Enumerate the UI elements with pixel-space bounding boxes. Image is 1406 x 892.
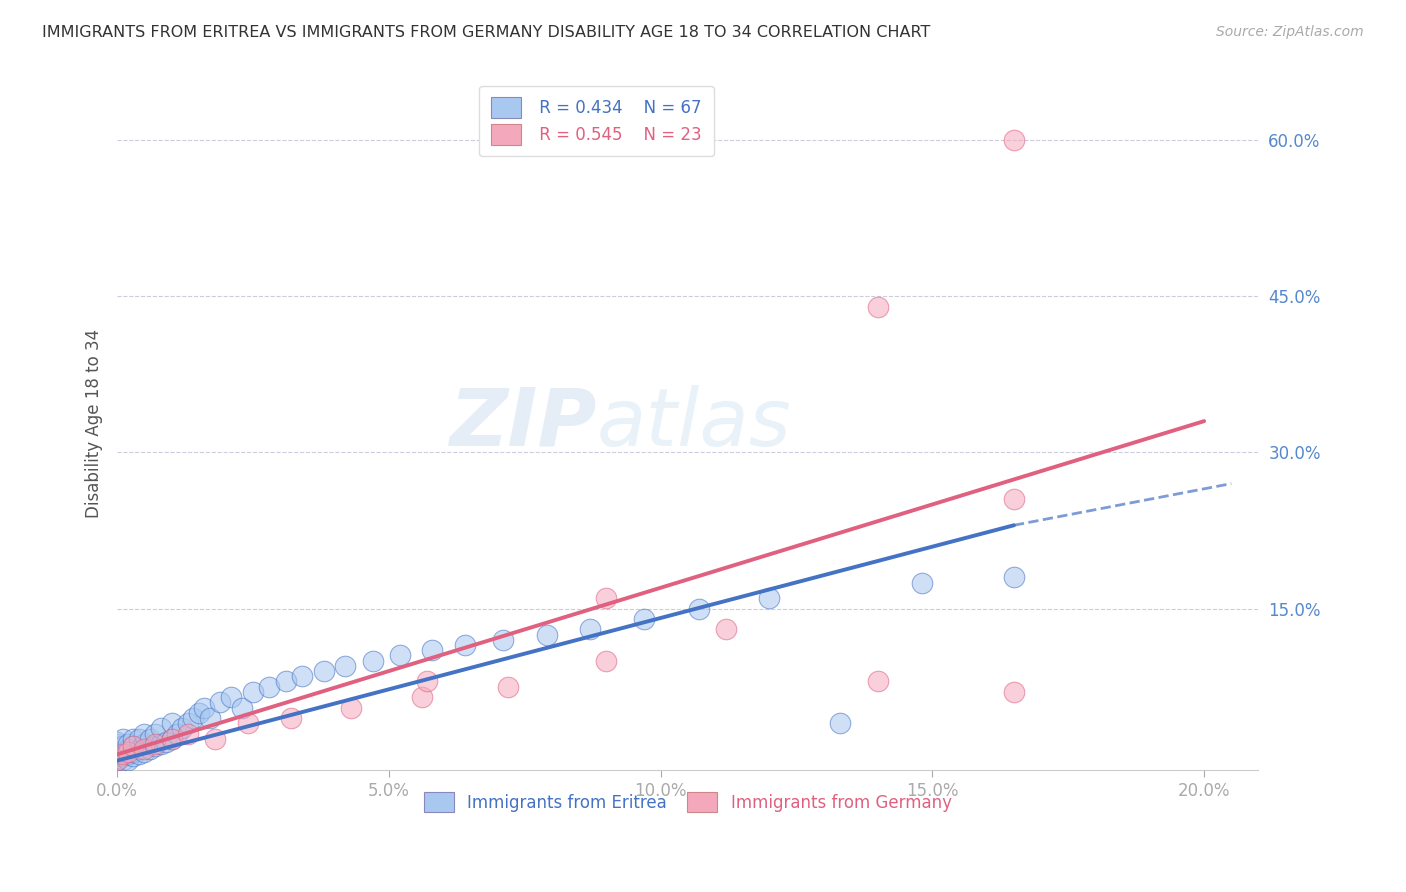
Point [122, 739, 145, 753]
Point [105, 753, 128, 767]
Point [134, 742, 156, 756]
Point [111, 745, 134, 759]
Point [187, 706, 209, 720]
Point [274, 674, 297, 689]
Point [122, 745, 145, 759]
Point [139, 731, 162, 746]
Point [177, 716, 200, 731]
Text: atlas: atlas [596, 384, 792, 463]
Point [242, 685, 264, 699]
Point [166, 726, 188, 740]
Point [361, 654, 384, 668]
Point [688, 601, 710, 615]
Point [1002, 492, 1025, 507]
Point [122, 739, 145, 753]
Point [236, 716, 259, 731]
Point [134, 745, 156, 759]
Point [579, 623, 602, 637]
Point [143, 737, 166, 751]
Point [312, 664, 335, 678]
Point [117, 745, 139, 759]
Point [198, 711, 221, 725]
Point [105, 735, 128, 749]
Point [128, 742, 150, 756]
Point [117, 742, 139, 756]
Point [1002, 570, 1025, 584]
Point [105, 742, 128, 756]
Text: Source: ZipAtlas.com: Source: ZipAtlas.com [1216, 25, 1364, 39]
Point [204, 731, 226, 746]
Point [595, 591, 617, 606]
Point [128, 747, 150, 762]
Point [111, 739, 134, 753]
Point [498, 680, 520, 694]
Point [280, 711, 302, 725]
Point [868, 674, 890, 689]
Point [411, 690, 433, 704]
Point [259, 680, 281, 694]
Point [105, 749, 128, 764]
Point [160, 716, 183, 731]
Point [422, 643, 444, 657]
Point [149, 722, 172, 736]
Text: IMMIGRANTS FROM ERITREA VS IMMIGRANTS FROM GERMANY DISABILITY AGE 18 TO 34 CORRE: IMMIGRANTS FROM ERITREA VS IMMIGRANTS FR… [42, 25, 931, 40]
Point [160, 731, 183, 746]
Point [633, 612, 655, 626]
Legend: Immigrants from Eritrea, Immigrants from Germany: Immigrants from Eritrea, Immigrants from… [412, 780, 963, 824]
Y-axis label: Disability Age 18 to 34: Disability Age 18 to 34 [86, 329, 103, 518]
Point [291, 669, 314, 683]
Point [714, 623, 737, 637]
Point [388, 648, 411, 663]
Point [111, 731, 134, 746]
Point [492, 632, 515, 647]
Point [105, 753, 128, 767]
Point [111, 747, 134, 762]
Point [105, 739, 128, 753]
Point [111, 753, 134, 767]
Point [1002, 133, 1025, 147]
Point [828, 716, 851, 731]
Text: ZIP: ZIP [449, 384, 596, 463]
Point [335, 658, 357, 673]
Point [139, 742, 162, 756]
Point [105, 753, 128, 767]
Point [221, 690, 243, 704]
Point [122, 749, 145, 764]
Point [105, 745, 128, 759]
Point [177, 726, 200, 740]
Point [134, 726, 156, 740]
Point [454, 638, 477, 652]
Point [134, 737, 156, 751]
Point [155, 735, 177, 749]
Point [117, 747, 139, 762]
Point [340, 700, 363, 714]
Point [209, 695, 232, 709]
Point [231, 700, 253, 714]
Point [105, 750, 128, 764]
Point [160, 731, 183, 746]
Point [117, 737, 139, 751]
Point [105, 737, 128, 751]
Point [868, 300, 890, 314]
Point [1002, 685, 1025, 699]
Point [181, 711, 204, 725]
Point [143, 726, 166, 740]
Point [416, 674, 439, 689]
Point [758, 591, 780, 606]
Point [910, 575, 932, 590]
Point [117, 753, 139, 767]
Point [193, 700, 215, 714]
Point [122, 731, 145, 746]
Point [536, 627, 558, 641]
Point [149, 737, 172, 751]
Point [595, 654, 617, 668]
Point [111, 749, 134, 764]
Point [105, 747, 128, 762]
Point [128, 731, 150, 746]
Point [143, 739, 166, 753]
Point [172, 722, 194, 736]
